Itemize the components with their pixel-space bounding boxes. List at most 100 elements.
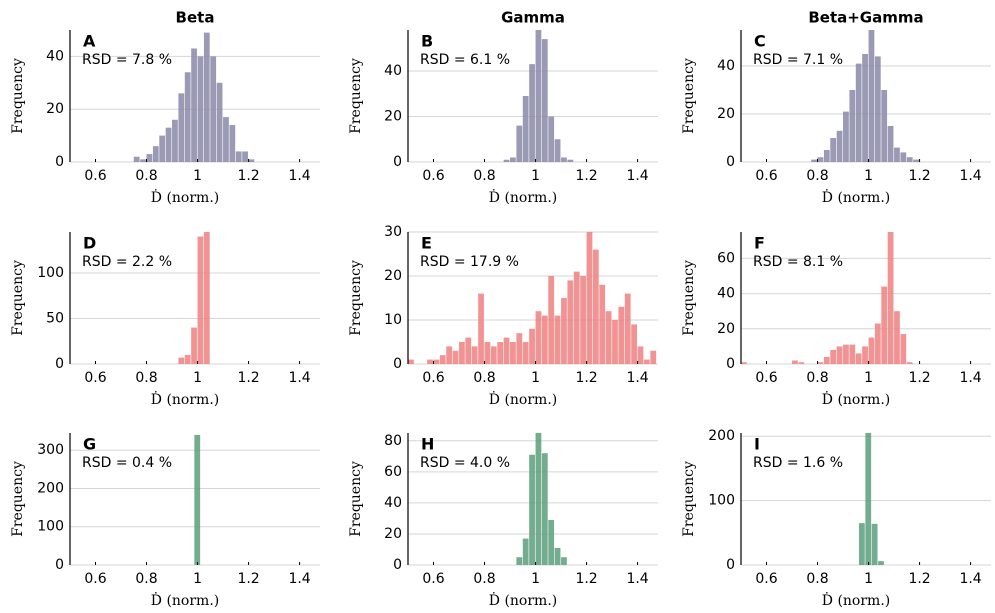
x-tick-label: 0.8: [473, 168, 495, 184]
histogram-bar: [197, 56, 204, 162]
y-axis-label: Frequency: [681, 461, 697, 537]
histogram-bar: [439, 355, 446, 364]
histogram-bar: [554, 315, 561, 364]
annotation: RSD = 6.1 %: [420, 52, 510, 68]
histogram-bar: [459, 342, 465, 364]
histogram-bar: [484, 342, 491, 364]
histogram-bar: [637, 346, 644, 364]
histogram-bar: [433, 359, 440, 364]
annotation: RSD = 2.2 %: [82, 254, 172, 270]
histogram-bar: [868, 30, 875, 162]
histogram-bar: [490, 346, 497, 364]
panel-label: D: [83, 234, 96, 253]
histogram-bar: [229, 125, 236, 162]
y-tick-label: 0: [55, 356, 64, 372]
x-tick-label: 1: [193, 571, 202, 587]
x-tick-label: 1.2: [908, 370, 930, 386]
x-tick-label: 1.2: [237, 370, 259, 386]
x-tick-label: 1.4: [626, 168, 648, 184]
histogram-bar: [194, 434, 201, 565]
y-tick-label: 20: [46, 101, 64, 117]
y-tick-label: 20: [384, 108, 402, 124]
y-tick-label: 20: [717, 321, 735, 337]
histogram-bar: [248, 159, 255, 162]
histogram-bar: [605, 311, 612, 364]
x-tick-label: 1: [864, 168, 873, 184]
histogram-bar: [836, 130, 843, 162]
x-tick-label: 1.4: [959, 370, 981, 386]
histogram-bar: [146, 154, 153, 162]
x-tick-label: 0.6: [84, 168, 106, 184]
x-tick-label: 0.6: [755, 370, 777, 386]
histogram-bar: [894, 311, 900, 364]
y-axis-label: Frequency: [681, 260, 697, 336]
x-tick-label: 0.6: [422, 370, 444, 386]
histogram-bar: [913, 159, 919, 162]
histogram-bar: [541, 453, 548, 565]
histogram-bar: [643, 359, 650, 364]
histogram-bar: [191, 48, 197, 163]
x-tick-label: 0.8: [806, 571, 828, 587]
histogram-bar: [165, 127, 172, 162]
histogram-bar: [868, 337, 875, 364]
panel-label: G: [83, 435, 96, 454]
histogram-bar: [865, 433, 872, 565]
histogram-bar: [522, 538, 529, 565]
y-tick-label: 40: [46, 48, 64, 64]
histogram-bar: [580, 276, 586, 364]
histogram-bar: [541, 315, 548, 364]
histogram-bar: [529, 328, 535, 364]
histogram-bar: [510, 157, 516, 162]
x-axis-label: Ḋ (norm.): [151, 188, 219, 206]
x-tick-label: 0.8: [473, 370, 495, 386]
histogram-bar: [516, 333, 523, 364]
histogram-bar: [874, 56, 881, 162]
annotation: RSD = 0.4 %: [82, 455, 172, 471]
y-tick-label: 20: [717, 106, 735, 122]
y-tick-label: 50: [46, 310, 64, 326]
histogram-bar: [567, 159, 574, 162]
x-tick-label: 1: [864, 571, 873, 587]
x-tick-label: 1.2: [908, 571, 930, 587]
x-axis-label: Ḋ (norm.): [151, 591, 219, 609]
annotation: RSD = 17.9 %: [420, 254, 519, 270]
histogram-bar: [140, 159, 146, 162]
histogram-bar: [881, 90, 888, 162]
x-tick-label: 1.4: [288, 370, 310, 386]
histogram-bar: [573, 271, 580, 364]
x-tick-label: 1.2: [575, 168, 597, 184]
x-tick-label: 1: [531, 571, 540, 587]
histogram-bar: [178, 357, 185, 364]
x-tick-label: 0.8: [135, 571, 157, 587]
annotation: RSD = 1.6 %: [753, 455, 843, 471]
histogram-bar: [452, 350, 459, 364]
y-axis-label: Frequency: [348, 461, 364, 537]
histogram-bar: [184, 354, 191, 364]
y-tick-label: 40: [384, 495, 402, 511]
x-tick-label: 1.4: [626, 370, 648, 386]
histogram-bar: [548, 519, 555, 565]
y-tick-label: 0: [393, 557, 402, 573]
histogram-bar: [191, 327, 197, 364]
histogram-bar: [152, 146, 159, 162]
x-axis-label: Ḋ (norm.): [489, 390, 557, 408]
y-tick-label: 0: [726, 154, 735, 170]
histogram-bar: [881, 286, 888, 364]
y-tick-label: 20: [384, 526, 402, 542]
histogram-bar: [849, 344, 856, 364]
histogram-bar: [830, 349, 837, 364]
histogram-bar: [535, 433, 542, 565]
histogram-bar: [567, 280, 574, 364]
histogram-bar: [535, 30, 542, 162]
x-axis-label: Ḋ (norm.): [822, 390, 890, 408]
histogram-bar: [811, 159, 817, 162]
histogram-bar: [178, 93, 185, 162]
histogram-bar: [862, 54, 868, 162]
histogram-bar: [561, 557, 567, 565]
y-axis-label: Frequency: [348, 260, 364, 336]
histogram-bar: [862, 346, 868, 364]
x-tick-label: 1: [531, 370, 540, 386]
histogram-bar: [465, 337, 472, 364]
histogram-bar: [631, 324, 637, 364]
